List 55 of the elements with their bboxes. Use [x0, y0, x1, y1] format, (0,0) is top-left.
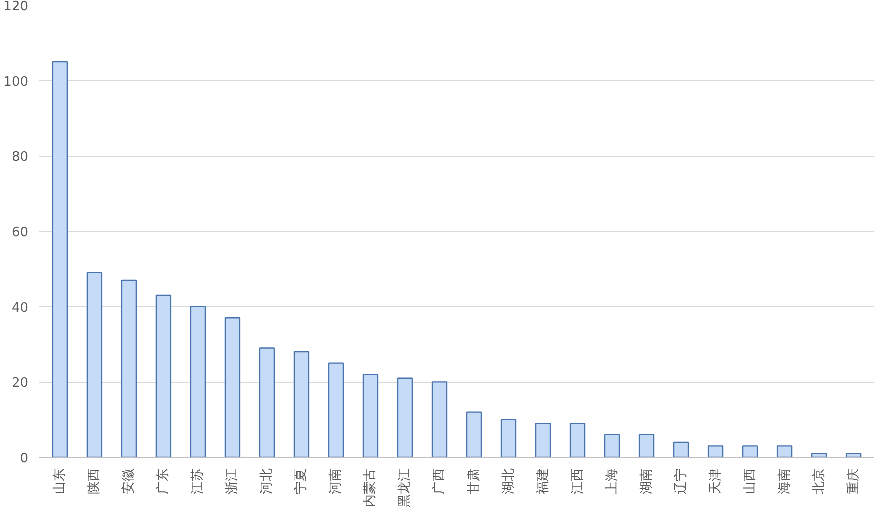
y-tick-label: 60: [12, 226, 29, 240]
bar: [224, 318, 241, 458]
x-tick-label: 北京: [812, 468, 827, 494]
x-tick-label: 上海: [604, 468, 620, 494]
x-tick-label: 广西: [432, 468, 448, 494]
y-tick-label: 0: [20, 452, 29, 466]
x-tick-label: 内蒙古: [363, 468, 378, 508]
bar: [432, 382, 448, 458]
x-tick-label: 江西: [570, 468, 586, 494]
bar: [121, 280, 138, 458]
bar: [86, 272, 103, 458]
bar: [259, 348, 276, 458]
y-tick-label: 20: [12, 376, 29, 392]
x-tick-label: 安徽: [120, 468, 137, 494]
bar: [776, 446, 793, 458]
x-tick-label: 陕西: [87, 468, 102, 494]
bar: [535, 423, 552, 458]
bar: [294, 351, 310, 458]
x-tick-label: 河南: [328, 468, 344, 494]
x-tick-label: 辽宁: [672, 468, 689, 494]
x-tick-label: 山东: [52, 468, 68, 494]
bar: [673, 442, 690, 458]
x-tick-label: 黑龙江: [398, 468, 413, 508]
x-tick-label: 山西: [742, 468, 758, 494]
x-tick-label: 广东: [156, 468, 172, 494]
x-tick-label: 甘肃: [466, 468, 482, 494]
x-tick-label: 江苏: [190, 468, 206, 494]
y-tick-label: 40: [12, 300, 29, 316]
bar: [362, 374, 379, 458]
y-tick-label: 100: [4, 74, 29, 90]
y-tick-label: 120: [4, 0, 29, 14]
x-tick-label: 重庆: [846, 468, 862, 494]
bar: [397, 378, 414, 458]
bar: [328, 362, 344, 458]
bar: [570, 423, 586, 458]
x-tick-label: 宁夏: [293, 468, 310, 494]
bar: [500, 419, 517, 458]
x-tick-label: 福建: [536, 468, 551, 494]
bar: [708, 446, 724, 458]
bar: [156, 294, 172, 458]
x-tick-label: 湖北: [501, 468, 516, 494]
bar: [466, 412, 482, 458]
bar: [811, 453, 828, 458]
x-tick-label: 天津: [708, 468, 724, 494]
bar: [604, 434, 620, 458]
x-tick-label: 湖南: [639, 468, 654, 494]
x-tick-label: 浙江: [225, 468, 240, 494]
bar: [846, 453, 862, 458]
bar: [190, 306, 206, 458]
x-tick-label: 海南: [777, 468, 792, 494]
x-tick-label: 河北: [260, 468, 275, 494]
bar: [52, 61, 68, 458]
y-tick-label: 80: [12, 150, 29, 166]
bar: [638, 434, 655, 458]
bar: [742, 446, 758, 458]
